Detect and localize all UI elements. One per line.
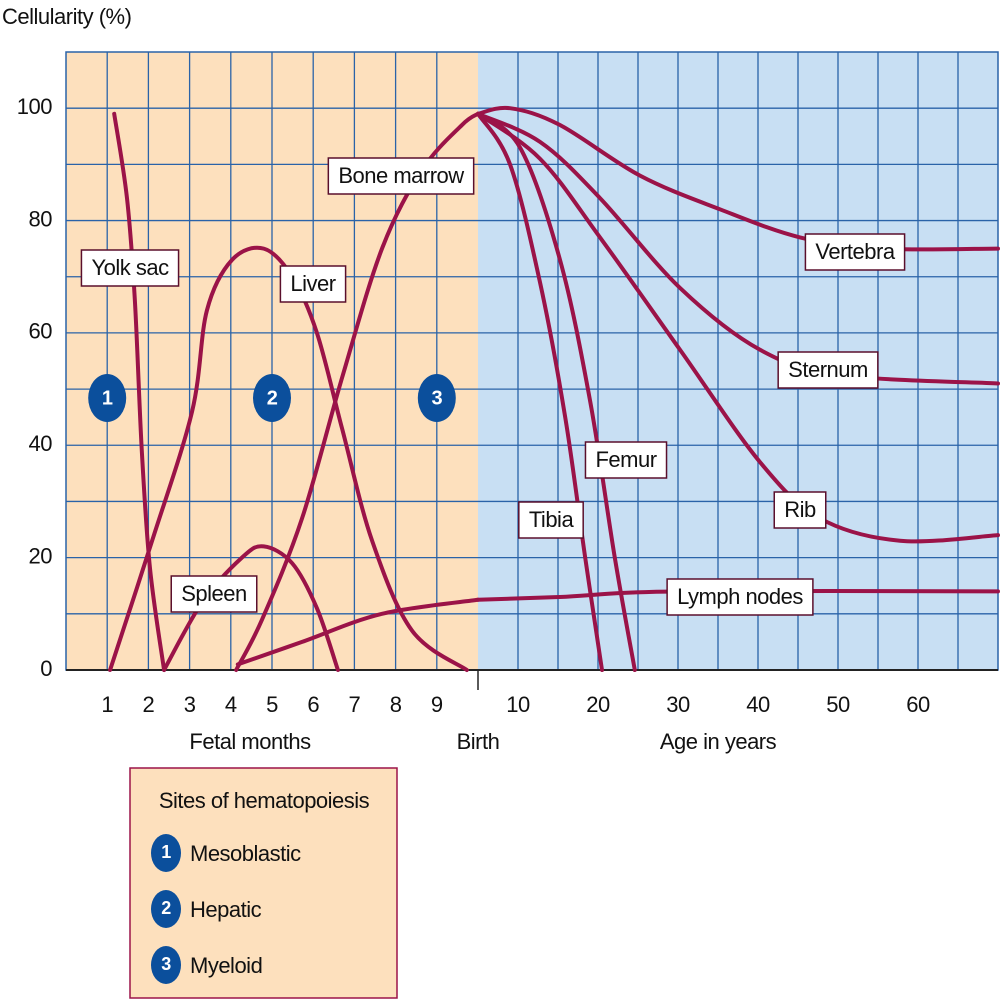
x-tick-label: 5	[266, 692, 278, 717]
x-tick-label: 4	[225, 692, 237, 717]
x-tick-label: 8	[390, 692, 402, 717]
series-label: Lymph nodes	[666, 578, 814, 616]
phase-number: 3	[431, 387, 442, 409]
series-label-text: Yolk sac	[91, 255, 169, 280]
y-tick-label: 100	[17, 94, 52, 119]
x-tick-label: 3	[184, 692, 196, 717]
series-label-box	[773, 491, 827, 529]
x-tick-label: 20	[586, 692, 610, 717]
series-label: Vertebra	[804, 233, 906, 271]
series-line	[476, 111, 637, 672]
series-label-text: Vertebra	[815, 239, 895, 264]
series-label-box	[666, 578, 814, 616]
series-label-text: Spleen	[181, 581, 247, 606]
series-label: Rib	[773, 491, 827, 529]
y-tick-label: 0	[40, 656, 52, 681]
legend-marker	[151, 834, 181, 872]
legend-label: Mesoblastic	[190, 841, 301, 866]
series-line	[476, 111, 1000, 544]
x-tick-label: 1	[101, 692, 113, 717]
y-tick-label: 40	[29, 431, 53, 456]
legend-number: 2	[161, 898, 171, 918]
series-label: Spleen	[170, 575, 258, 613]
x-tick-label: 30	[666, 692, 690, 717]
phase-marker	[417, 374, 456, 422]
legend-label: Myeloid	[190, 953, 262, 978]
series-label: Femur	[584, 441, 668, 479]
series-label: Yolk sac	[80, 249, 180, 287]
series-line	[108, 245, 469, 672]
legend-number: 3	[161, 954, 171, 974]
series-label-text: Bone marrow	[338, 163, 464, 188]
series-label-text: Lymph nodes	[677, 584, 803, 609]
series-line	[234, 111, 480, 672]
phase-marker	[253, 374, 291, 422]
legend-marker	[151, 890, 181, 928]
y-tick-label: 20	[29, 543, 53, 568]
series-line	[112, 111, 167, 672]
legend-label: Hepatic	[190, 897, 262, 922]
series-label-text: Rib	[784, 497, 816, 522]
phase-number: 2	[267, 387, 278, 409]
x-tick-label: 7	[349, 692, 361, 717]
x-tick-label: 2	[143, 692, 155, 717]
x-axis-label: Age in years	[660, 729, 777, 754]
series-label-box	[279, 265, 347, 303]
x-tick-label: 6	[307, 692, 319, 717]
x-tick-label: 10	[506, 692, 530, 717]
series-label: Sternum	[777, 351, 879, 389]
x-tick-label: 50	[826, 692, 850, 717]
legend-marker	[151, 946, 181, 984]
y-tick-label: 60	[29, 319, 53, 344]
y-tick-label: 80	[29, 206, 53, 231]
x-axis-label: Fetal months	[189, 729, 311, 754]
series-label-box	[170, 575, 258, 613]
series-line	[476, 588, 1000, 602]
series-label-text: Femur	[595, 447, 656, 472]
phase-marker	[88, 374, 127, 422]
y-axis-label: Cellularity (%)	[2, 4, 131, 29]
series-label-box	[518, 501, 584, 539]
series-label-box	[777, 351, 879, 389]
series-label-text: Sternum	[788, 357, 868, 382]
series-label-text: Tibia	[529, 507, 575, 532]
series-label: Tibia	[518, 501, 584, 539]
phase-number: 1	[102, 387, 113, 409]
plot-background	[478, 52, 998, 670]
series-label-box	[804, 233, 906, 271]
series-label-box	[327, 157, 475, 195]
birth-label: Birth	[457, 729, 500, 754]
series-line	[476, 111, 604, 672]
legend-number: 1	[161, 842, 171, 862]
series-label-text: Liver	[290, 271, 335, 296]
series-line	[235, 597, 480, 667]
series-label: Liver	[279, 265, 347, 303]
x-tick-label: 60	[906, 692, 930, 717]
x-tick-label: 40	[746, 692, 770, 717]
series-label: Bone marrow	[327, 157, 475, 195]
x-tick-label: 9	[431, 692, 443, 717]
legend-title: Sites of hematopoiesis	[159, 788, 370, 813]
series-label-box	[80, 249, 180, 287]
series-label-box	[584, 441, 668, 479]
